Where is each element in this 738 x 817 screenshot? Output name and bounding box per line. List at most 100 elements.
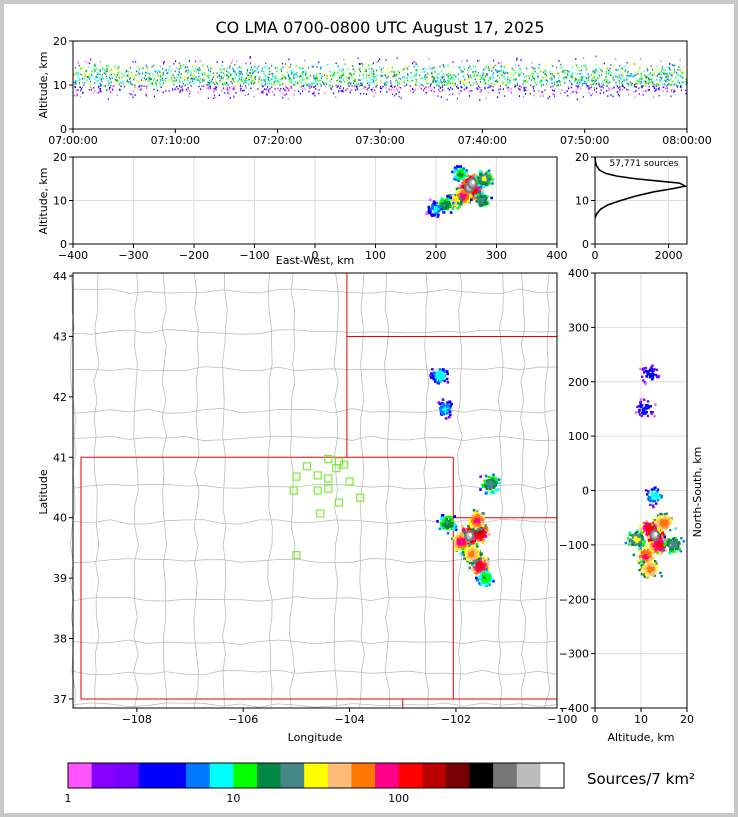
y-tick-label: 10 [575, 195, 589, 208]
source-point [679, 58, 681, 61]
source-point [144, 74, 146, 77]
source-point [78, 71, 80, 74]
source-point [243, 89, 245, 92]
source-point [224, 83, 226, 86]
source-point [180, 66, 182, 69]
source-point [643, 70, 645, 72]
source-point [576, 98, 579, 101]
source-point [593, 80, 596, 82]
map-density-cell [487, 578, 490, 582]
source-point [172, 88, 174, 90]
source-point [248, 74, 250, 77]
ew-density-cell [481, 203, 484, 206]
source-point [293, 73, 295, 76]
map-density-cell [458, 540, 461, 544]
source-point [226, 86, 228, 88]
ns-density-cell [639, 529, 642, 532]
map-density-cell [474, 553, 477, 557]
source-point [466, 87, 468, 90]
source-point [206, 65, 209, 68]
map-density-cell [453, 515, 457, 518]
source-point [678, 81, 680, 84]
source-point [107, 64, 110, 67]
source-point [128, 73, 130, 76]
source-point [452, 81, 454, 84]
source-point [361, 82, 363, 85]
source-point [439, 79, 442, 81]
source-point [671, 79, 673, 81]
ew-density-cell [456, 196, 459, 200]
map-density-cell [445, 522, 449, 525]
map-density-cell [479, 475, 482, 479]
source-point [458, 77, 460, 80]
source-point [264, 75, 266, 77]
source-point [204, 73, 206, 76]
source-point [622, 80, 624, 83]
source-point [338, 79, 340, 82]
source-point [180, 88, 183, 91]
source-point [375, 92, 377, 94]
source-point [404, 77, 406, 79]
source-point [437, 95, 439, 97]
source-point [300, 83, 302, 86]
source-point [367, 79, 369, 82]
source-point [118, 83, 120, 86]
source-point [440, 80, 442, 82]
source-point [191, 75, 193, 77]
ew-density-cell [463, 194, 466, 198]
source-point [286, 86, 288, 89]
map-density-cell [479, 488, 482, 491]
lma-station-marker [324, 454, 333, 464]
source-point [353, 80, 356, 83]
source-point [178, 62, 180, 64]
source-point [658, 94, 660, 97]
source-point [111, 77, 113, 79]
source-point [157, 74, 159, 77]
source-point [254, 70, 256, 72]
source-point [149, 73, 151, 75]
source-point [316, 66, 318, 68]
source-point [395, 74, 397, 77]
source-point [631, 82, 633, 85]
source-point [189, 82, 191, 84]
map-density-cell [475, 522, 479, 526]
source-point [526, 67, 528, 70]
county-boundary [267, 272, 273, 709]
source-point [432, 79, 435, 82]
source-point [385, 68, 387, 70]
source-point [472, 75, 474, 78]
source-point [280, 88, 282, 90]
source-point [347, 87, 349, 90]
ew-density-cell [462, 186, 466, 190]
map-density-cell [463, 545, 466, 548]
map-density-cell [458, 544, 462, 548]
source-point [438, 82, 440, 84]
source-point [348, 77, 351, 79]
source-point [498, 88, 500, 91]
source-point [626, 72, 629, 74]
source-point [293, 94, 295, 96]
source-point [576, 87, 578, 90]
source-point [341, 90, 343, 93]
source-point [113, 73, 115, 76]
source-point [95, 76, 97, 78]
source-point [234, 72, 236, 74]
source-point [615, 69, 618, 72]
source-point [293, 75, 295, 77]
source-point [313, 92, 315, 95]
source-point [302, 90, 304, 92]
source-point [627, 70, 629, 73]
source-point [485, 97, 487, 100]
source-point [522, 95, 525, 98]
source-point [601, 66, 604, 69]
source-point [136, 70, 138, 73]
source-point [367, 82, 369, 85]
source-point [592, 74, 594, 77]
source-point [492, 72, 495, 74]
source-point [530, 79, 533, 81]
source-point [232, 86, 235, 88]
ew-density-cell [429, 213, 433, 216]
source-point [348, 75, 350, 77]
source-point [110, 73, 112, 76]
y-tick-label: 0 [60, 238, 67, 251]
